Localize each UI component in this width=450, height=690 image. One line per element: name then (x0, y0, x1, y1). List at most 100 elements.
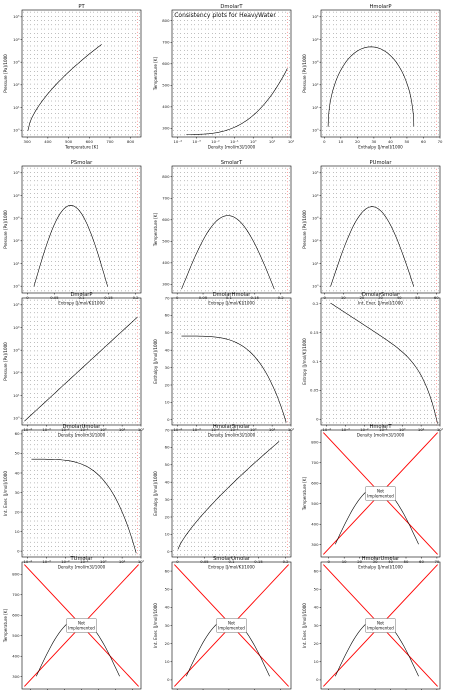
data-point (229, 66, 230, 68)
data-point (177, 273, 178, 275)
data-point (44, 37, 45, 38)
data-point (135, 62, 136, 64)
data-point (191, 197, 192, 198)
data-point (48, 134, 49, 136)
data-point (90, 256, 91, 258)
data-point (139, 79, 140, 81)
data-point (30, 176, 31, 177)
data-point (90, 265, 91, 266)
data-point (65, 83, 66, 85)
data-point (399, 58, 400, 59)
data-point (336, 11, 337, 13)
data-point (191, 88, 192, 89)
data-point (48, 176, 49, 177)
data-point (86, 244, 87, 245)
data-point (180, 248, 181, 249)
data-point (62, 265, 63, 266)
data-point (79, 197, 80, 198)
data-point (198, 180, 199, 182)
data-point (121, 176, 122, 177)
data-point (208, 66, 209, 68)
data-point (226, 265, 227, 266)
data-point (128, 96, 129, 98)
data-point (205, 49, 206, 51)
reference-point (436, 31, 437, 33)
data-point (191, 126, 192, 127)
data-point (191, 105, 192, 106)
data-point (340, 88, 341, 89)
data-point (427, 24, 428, 26)
data-point (329, 66, 330, 68)
data-point (76, 261, 77, 262)
data-point (65, 121, 66, 123)
data-point (378, 11, 379, 13)
data-point (132, 75, 133, 76)
data-point (226, 222, 227, 224)
data-point (23, 197, 24, 198)
data-point (41, 167, 42, 169)
data-point (389, 16, 390, 17)
data-point (385, 117, 386, 119)
data-point (194, 96, 195, 98)
data-point (55, 28, 56, 30)
data-point (184, 83, 185, 85)
data-point (413, 113, 414, 114)
data-point (37, 33, 38, 34)
data-point (201, 239, 202, 241)
data-point (289, 16, 290, 17)
data-point (184, 218, 185, 220)
data-point (215, 75, 216, 76)
data-point (194, 130, 195, 131)
data-point (240, 256, 241, 258)
data-point (205, 282, 206, 283)
data-point (413, 79, 414, 81)
data-point (403, 62, 404, 64)
data-point (44, 75, 45, 76)
data-point (125, 100, 126, 102)
data-point (229, 277, 230, 279)
reference-point (137, 238, 138, 240)
data-point (177, 100, 178, 102)
data-point (62, 231, 63, 232)
data-point (34, 235, 35, 237)
data-point (62, 214, 63, 215)
data-point (65, 218, 66, 220)
data-point (125, 290, 126, 292)
data-point (329, 100, 330, 102)
data-point (350, 11, 351, 13)
data-point (90, 235, 91, 237)
data-point (139, 20, 140, 21)
y-tick-label: 10² (13, 82, 20, 87)
data-point (100, 239, 101, 241)
data-point (257, 130, 258, 131)
data-point (396, 33, 397, 34)
data-point (79, 210, 80, 211)
data-point (219, 189, 220, 190)
data-point (236, 96, 237, 98)
data-point (118, 256, 119, 258)
data-point (107, 105, 108, 106)
data-point (417, 45, 418, 47)
data-point (194, 66, 195, 68)
data-point (261, 16, 262, 17)
data-point (83, 75, 84, 76)
data-point (385, 41, 386, 42)
data-point (41, 197, 42, 198)
data-point (128, 41, 129, 42)
data-point (434, 71, 435, 72)
data-point (72, 121, 73, 123)
data-point (69, 134, 70, 136)
data-point (427, 75, 428, 76)
data-point (41, 248, 42, 249)
data-point (201, 66, 202, 68)
data-point (180, 75, 181, 76)
data-point (275, 37, 276, 38)
data-point (275, 16, 276, 17)
data-point (135, 197, 136, 198)
data-point (236, 134, 237, 136)
data-point (385, 109, 386, 110)
data-point (364, 134, 365, 136)
data-point (371, 92, 372, 93)
data-point (417, 100, 418, 102)
data-point (79, 222, 80, 224)
